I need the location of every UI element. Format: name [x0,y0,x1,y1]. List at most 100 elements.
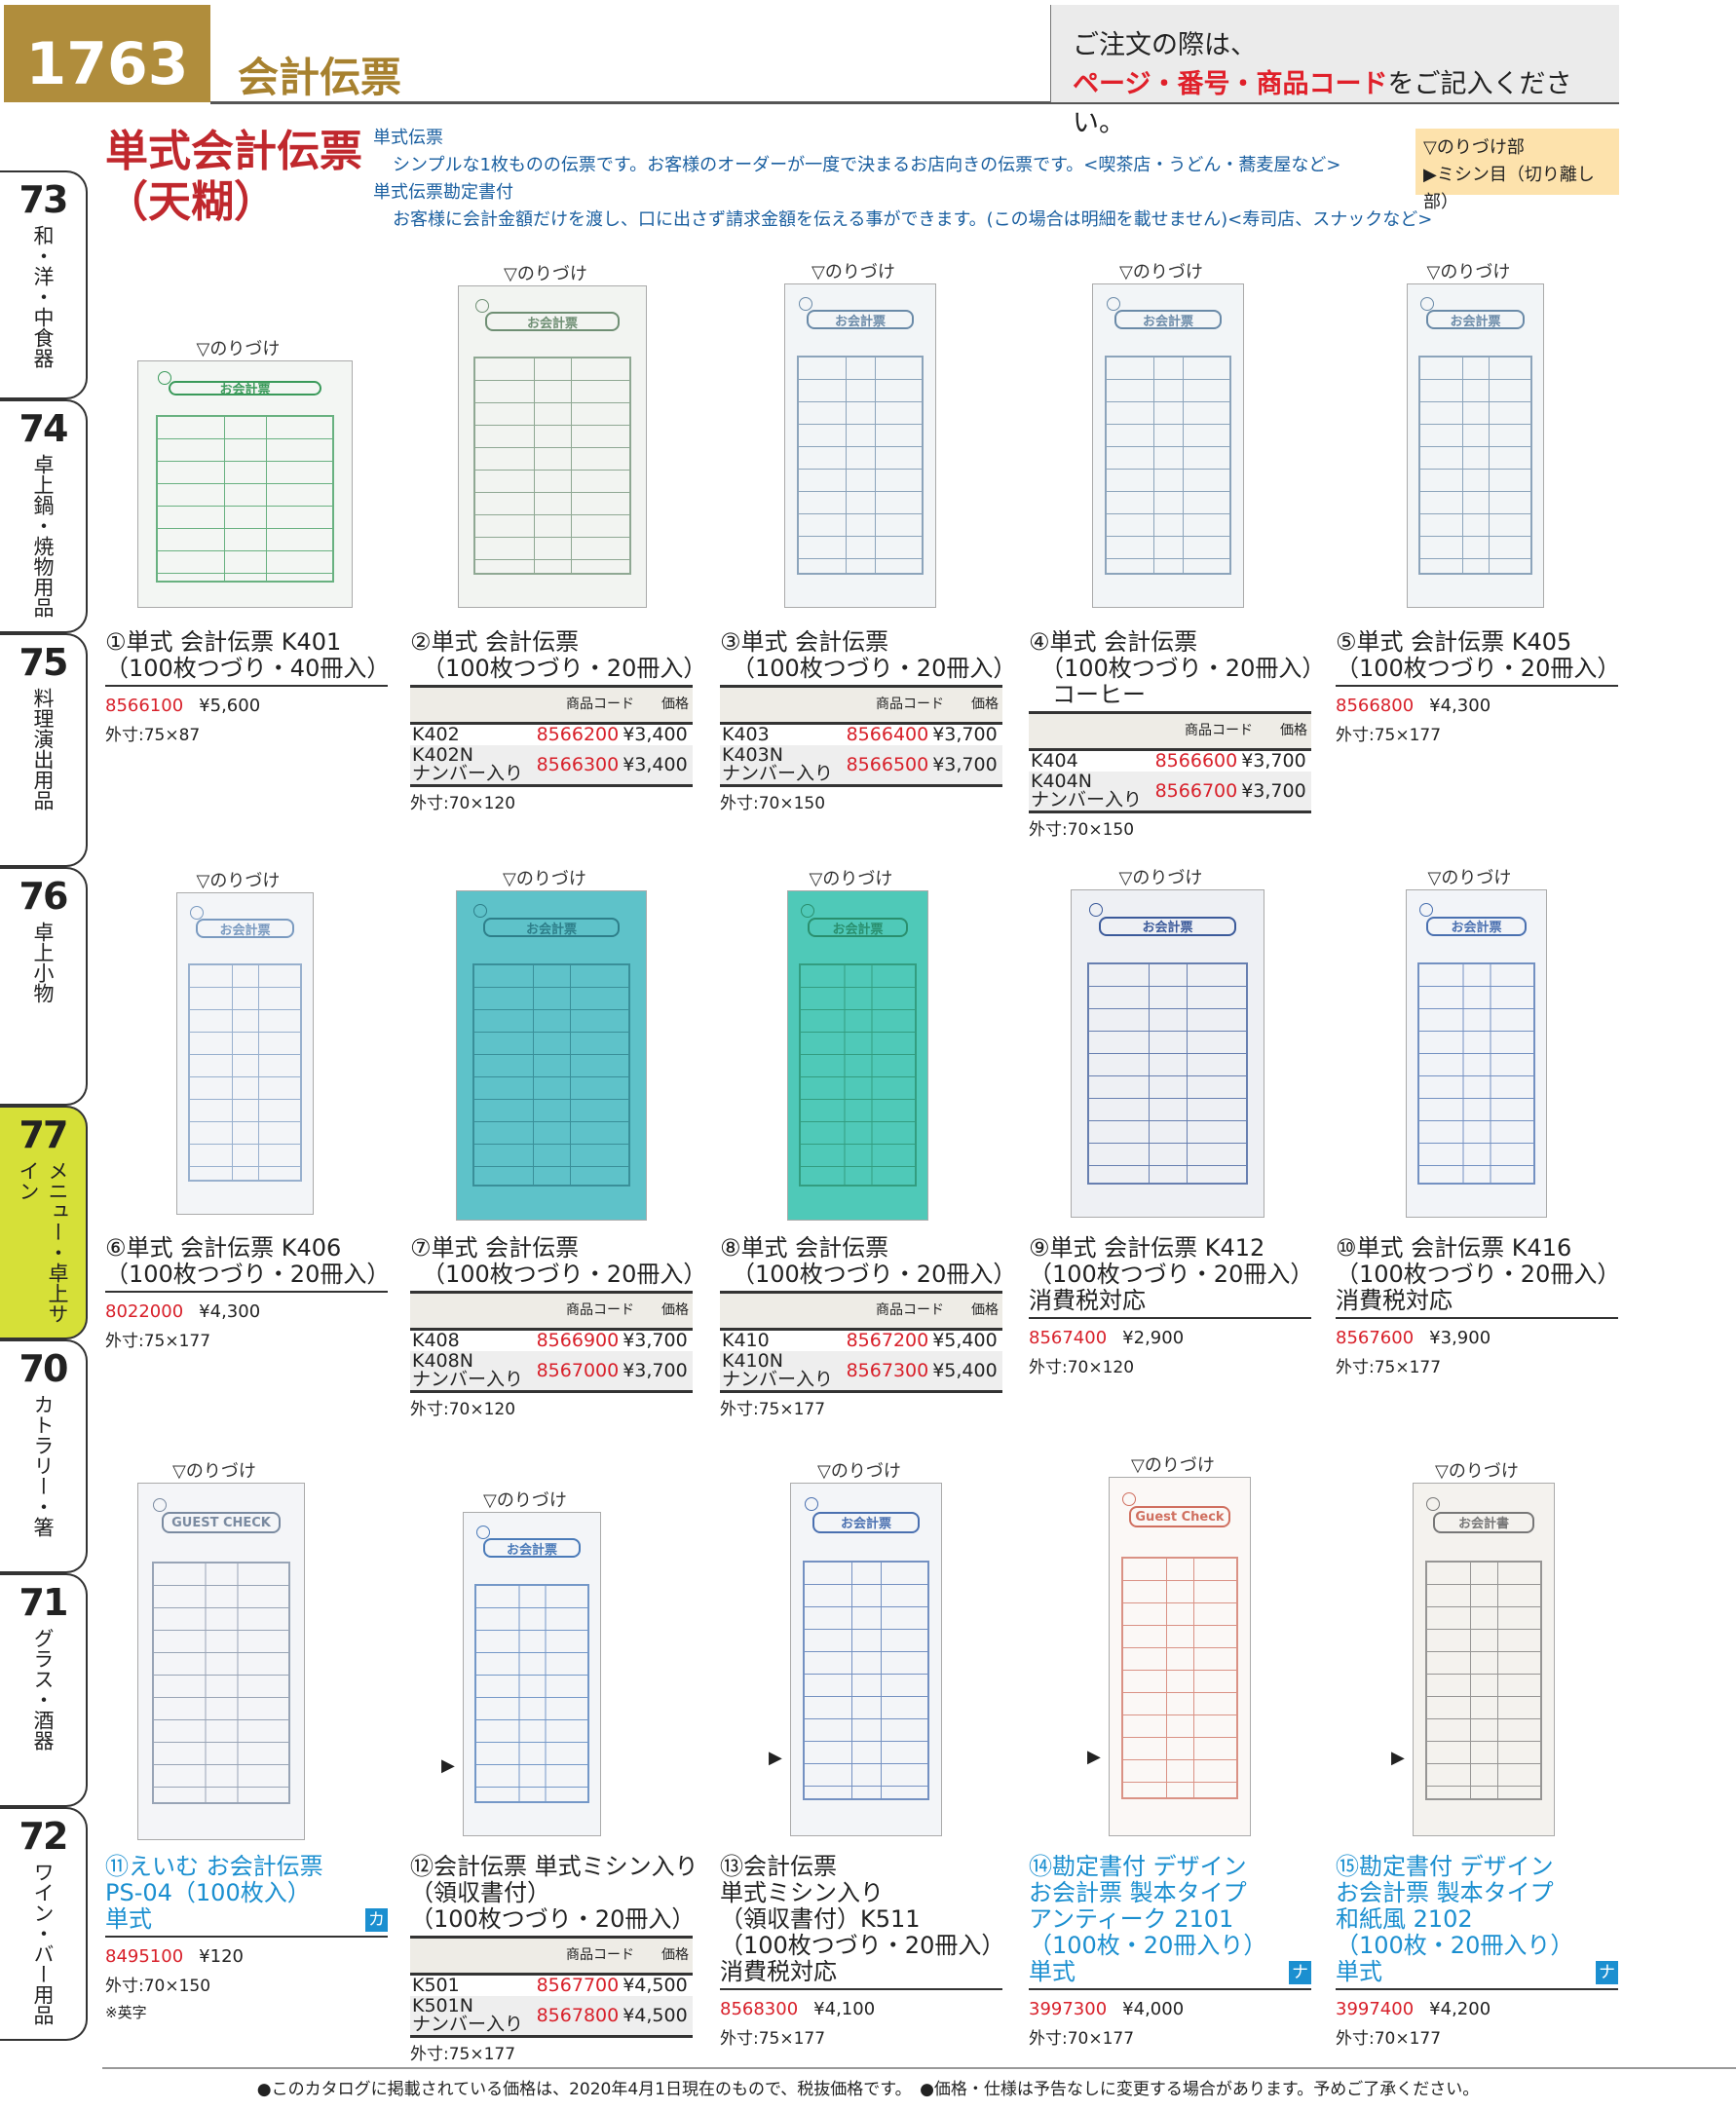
glue-label: ▽のりづけ [1119,262,1203,283]
variant-table: 商品コード 価格 K501 8567700 ¥4,500 K501N ナンバー入り 856… [410,1936,693,2038]
punch-hole-icon [475,1526,490,1540]
side-tab-74[interactable]: 74 卓上鍋・焼物用品 [0,399,88,633]
glue-label: ▽のりづけ [809,869,893,889]
product-caption: ①単式 会計伝票 K401 （100枚つづり・40冊入） 8566100 ¥5,600… [105,628,390,749]
variant-price: ¥3,400 [621,745,693,787]
product-title-line: ①単式 会計伝票 K401 [105,628,342,656]
product-image: お会計票 [137,360,353,608]
variant-model: K408N ナンバー入り [410,1351,531,1393]
variant-code: 8566400 [846,724,929,745]
product-code: 8566100 [105,696,184,716]
side-tab-75[interactable]: 75 料理演出用品 [0,633,88,867]
variant-price: ¥5,400 [930,1351,1002,1393]
ticket-header-label: お会計票 [1098,916,1237,936]
product-price: ¥4,300 [199,1301,261,1322]
product-title-line: 和紙風 2102 [1336,1905,1473,1933]
price-header: 価格 [971,697,999,712]
product-title-line: （100枚つづり・20冊入） [410,1905,696,1933]
table-row: K402N ナンバー入り 8566300 ¥3,400 [410,745,693,787]
side-tab-77[interactable]: 77 メニュー・卓上サイン [0,1106,88,1339]
product-title-line: （100枚つづり・20冊入） [105,1261,391,1288]
table-row: K402 8566200 ¥3,400 [410,724,693,746]
product-title-line: （100枚つづり・20冊入） [410,1261,707,1288]
side-tab-70[interactable]: 70 カトラリー・箸 [0,1339,88,1573]
product-title-line: ⑭勘定書付 デザイン [1029,1853,1247,1880]
side-tab-number: 77 [19,1113,69,1156]
product-code: 8495100 [105,1946,184,1967]
side-tab-label: 卓上小物 [31,922,55,1003]
legend-glue: ▽のりづけ部 [1423,137,1525,158]
code-price: 8495100 ¥120 [105,1943,388,1970]
side-tab-71[interactable]: 71 グラス・酒器 [0,1573,88,1807]
product-title-line: ⑪えいむ お会計伝票 [105,1853,323,1880]
punch-hole-icon [800,904,814,919]
table-header: 商品コード 価格 [720,1291,1002,1331]
side-tab-number: 76 [19,875,69,918]
product-title-line: ⑩単式 会計伝票 K416 [1336,1234,1572,1262]
product-caption: ⑪えいむ お会計伝票 PS-04（100枚入） カ 単式 8495100 ¥120 外寸:7… [105,1854,388,2026]
code-price: 3997300 ¥4,000 [1029,1996,1311,2022]
variant-model: K410 [722,1330,770,1351]
caption-rule [105,1291,388,1293]
code-price-header: 商品コード 価格 [530,685,693,725]
variant-model: K402N ナンバー入り [410,745,531,787]
perforation-marker-icon: ▶ [1087,1746,1101,1767]
variant-code: 8566500 [840,745,931,787]
side-tab-label: 和・洋・中食器 [31,225,55,368]
punch-hole-icon [1121,1491,1136,1506]
product-title-line: （領収書付）K511 [720,1905,921,1933]
variant-model: K501 [412,1975,460,1996]
ticket-header-label: お会計票 [168,381,322,397]
variant-table: 商品コード 価格 K402 8566200 ¥3,400 K402N ナンバー入り 856… [410,685,693,787]
product-size: 外寸:70×177 [1029,2029,1135,2049]
side-tab-number: 73 [19,178,69,221]
product-caption: ⑫会計伝票 単式ミシン入り （領収書付） （100枚つづり・20冊入） 商品コード 価… [410,1854,698,2068]
ticket-grid [474,1583,589,1803]
ticket-header-label: お会計書 [1433,1511,1534,1533]
code-price-header: 商品コード 価格 [840,1291,1002,1331]
product-size: 外寸:70×120 [410,794,516,813]
variant-price: ¥3,700 [1239,772,1311,813]
product-caption: ⑤単式 会計伝票 K405 （100枚つづり・20冊入） 8566800 ¥4,300… [1336,629,1620,749]
side-tab-number: 75 [19,641,69,684]
ticket-header-label: お会計票 [1426,916,1527,936]
table-row: K410 8567200 ¥5,400 [720,1330,1002,1352]
code-header: 商品コード [566,697,634,712]
variant-code: 8566700 [1149,772,1240,813]
legend-perforation: ▶ミシン目（切り離し部） [1423,165,1595,212]
main-title: 単式会計伝票 （天糊） [105,127,362,228]
variant-code: 8566900 [536,1330,620,1351]
product-title-line: ⑧単式 会計伝票 [720,1234,889,1262]
product-image: GUEST CHECK [137,1483,305,1840]
table-row: K408 8566900 ¥3,700 [410,1330,693,1352]
description-heading: 単式伝票勘定書付 [373,182,513,203]
order-notice: ご注文の際は、 ページ・番号・商品コードをご記入ください。 [1050,5,1619,138]
product-title-line: ⑬会計伝票 [720,1853,837,1880]
product-image: お会計票 [787,890,928,1221]
section-title: 会計伝票 [238,54,402,101]
product-title-line: アンティーク 2101 [1029,1905,1234,1933]
side-tab-76[interactable]: 76 卓上小物 [0,867,88,1106]
code-price: 8566800 ¥4,300 [1336,693,1618,719]
glue-label: ▽のりづけ [483,1490,567,1511]
product-price: ¥4,100 [813,1999,876,2019]
price-header: 価格 [661,697,689,712]
ticket-header-label: Guest Check [1129,1506,1230,1528]
side-tab-73[interactable]: 73 和・洋・中食器 [0,170,88,399]
side-tab-72[interactable]: 72 ワイン・バー用品 [0,1807,88,2041]
product-title-line: （100枚つづり・20冊入） [410,655,707,682]
code-price: 8022000 ¥4,300 [105,1299,388,1325]
product-image: お会計票 [1092,283,1244,608]
punch-hole-icon [157,371,171,386]
description-heading: 単式伝票 [373,128,443,148]
punch-hole-icon [1106,297,1120,312]
ticket-grid [472,963,631,1187]
table-row: K408N ナンバー入り 8567000 ¥3,700 [410,1351,693,1393]
product-size: 外寸:75×177 [1336,726,1442,745]
code-header: 商品コード [876,1302,944,1318]
perforation-marker-icon: ▶ [1391,1748,1405,1769]
product-image: お会計票 [790,1483,942,1836]
code-price: 8567600 ¥3,900 [1336,1325,1618,1351]
code-price: 8566100 ¥5,600 [105,693,388,719]
punch-hole-icon [473,904,488,919]
